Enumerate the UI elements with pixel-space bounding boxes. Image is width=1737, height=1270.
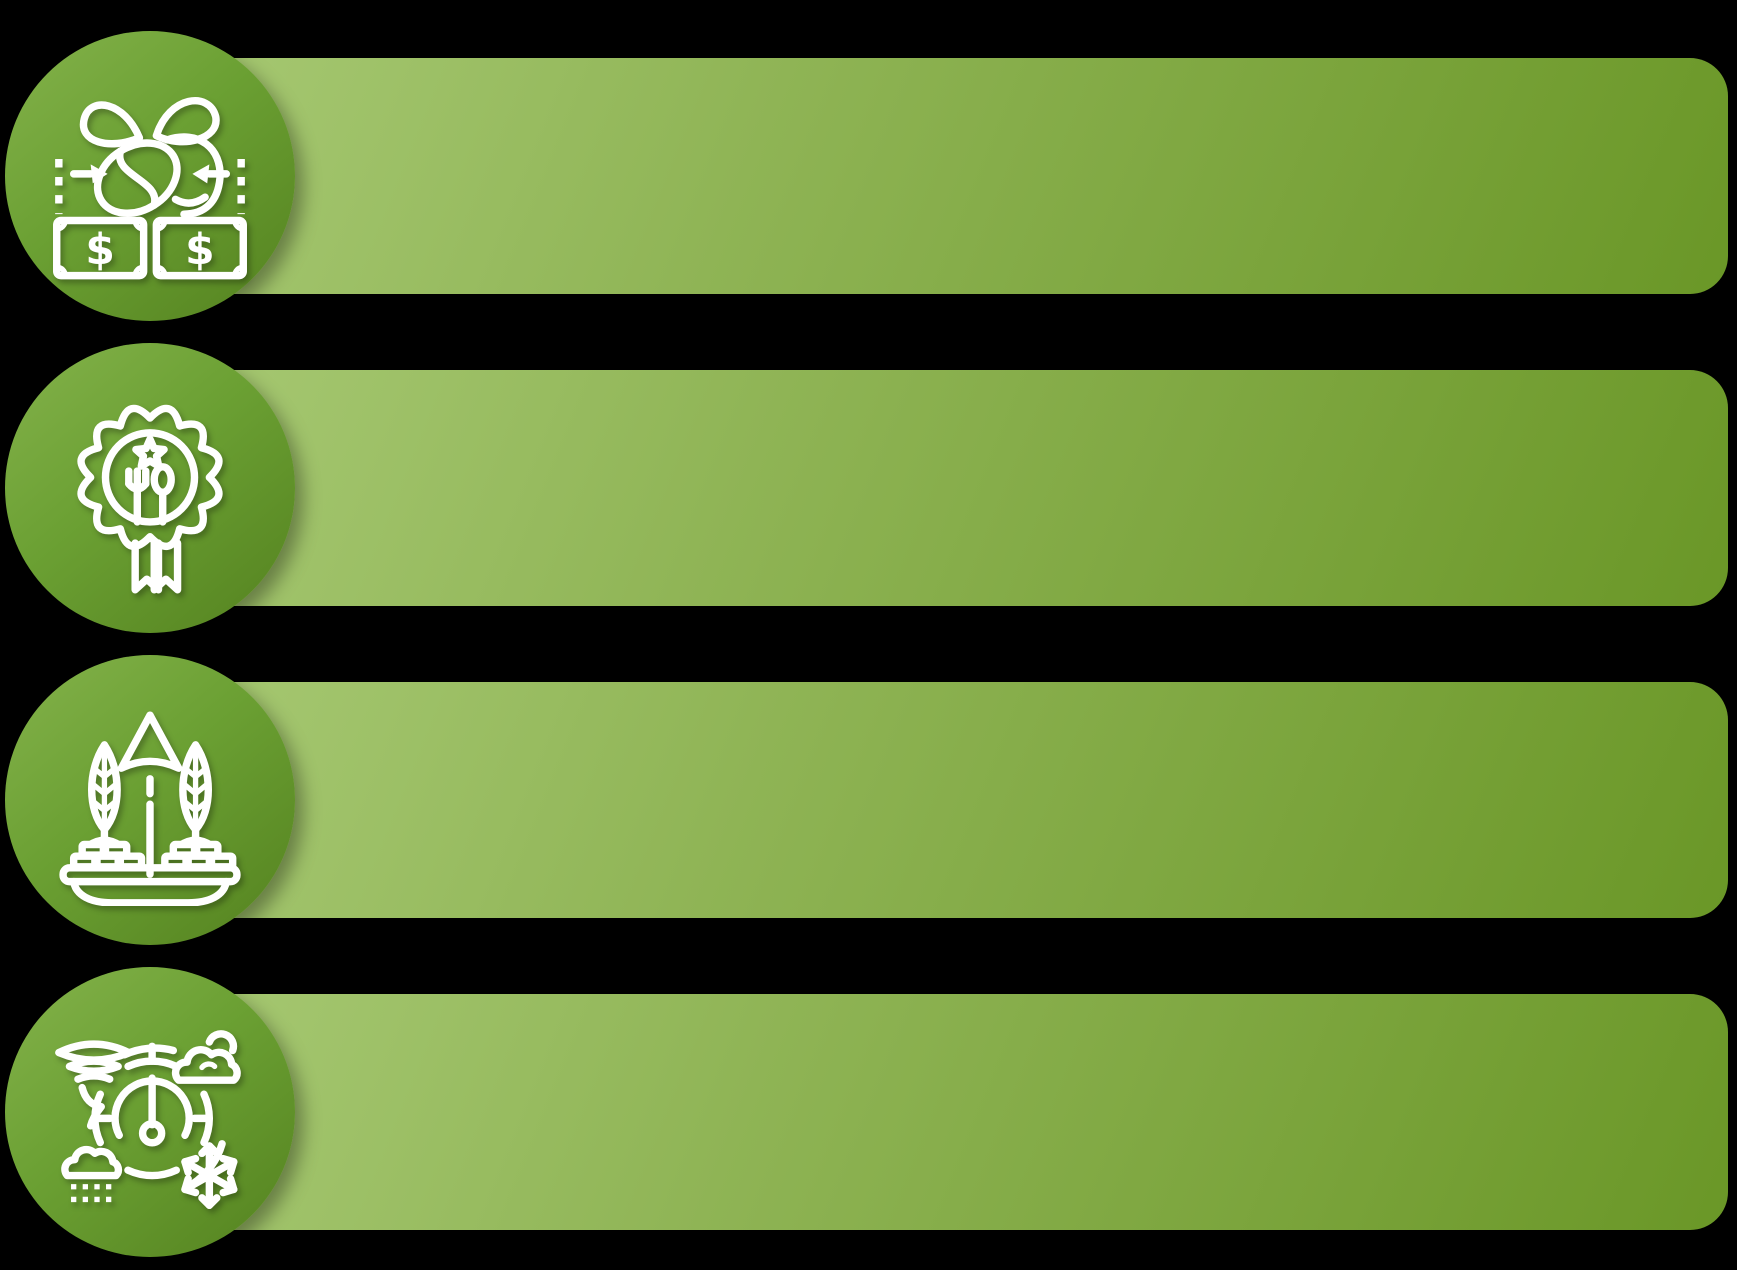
banner-bar	[160, 994, 1728, 1230]
icon-badge	[5, 967, 295, 1257]
list-item	[0, 967, 1737, 1257]
svg-text:$: $	[185, 225, 215, 274]
food-quality-award-icon	[77, 404, 223, 594]
svg-text:$: $	[85, 225, 115, 274]
banner-bar	[160, 682, 1728, 918]
icon-badge	[5, 655, 295, 945]
list-item	[0, 343, 1737, 633]
list-item: $ $	[0, 31, 1737, 321]
weather-conditions-icon	[55, 1030, 241, 1210]
icon-badge: $ $	[5, 31, 295, 321]
crop-yield-growth-icon	[59, 711, 241, 906]
beans-price-exchange-icon: $ $	[53, 97, 247, 280]
list-item	[0, 655, 1737, 945]
banner-bar	[160, 58, 1728, 294]
icon-badge	[5, 343, 295, 633]
banner-bar	[160, 370, 1728, 606]
